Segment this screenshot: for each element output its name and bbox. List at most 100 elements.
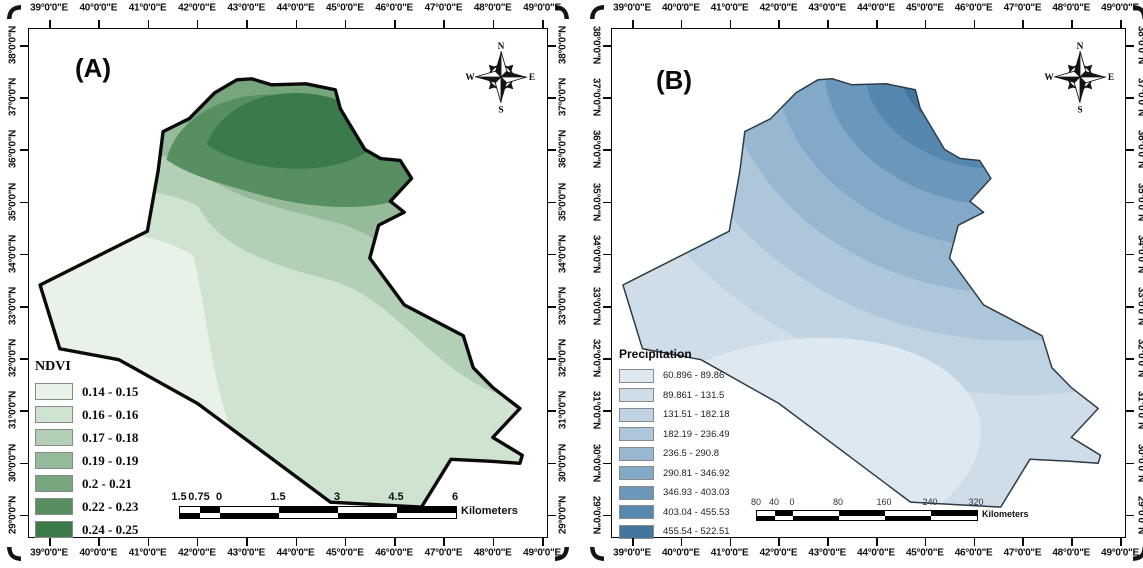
scale-bar-number: 240 bbox=[922, 497, 938, 507]
longitude-tick-bottom bbox=[196, 538, 199, 546]
legend-class-label: 182.19 - 236.49 bbox=[663, 428, 730, 440]
latitude-label-left: 35°0'0"N bbox=[590, 182, 602, 221]
latitude-tick-left bbox=[603, 201, 611, 204]
legend-rows: 0.14 - 0.15 0.16 - 0.16 0.17 - 0.18 0.19 - … bbox=[35, 380, 138, 541]
latitude-label-right: 38°0'0"N bbox=[1135, 25, 1143, 65]
longitude-tick-bottom bbox=[492, 538, 495, 546]
compass-letter-e: E bbox=[529, 73, 535, 83]
map-frame-a: (A) N E S W NDVI 0.14 - 0.15 0.16 - 0.16 0… bbox=[28, 28, 548, 538]
compass-point-n-dark bbox=[495, 51, 501, 77]
longitude-tick-bottom bbox=[443, 538, 445, 546]
scale-bar-graphic bbox=[179, 506, 457, 519]
longitude-label-top: 43°0'0"E bbox=[808, 2, 847, 14]
scale-bar-cell bbox=[180, 507, 200, 518]
latitude-label-left: 37°0'0"N bbox=[7, 78, 19, 117]
longitude-label-top: 40°0'0"E bbox=[661, 2, 700, 14]
longitude-tick-bottom bbox=[778, 538, 780, 546]
corner-flourish bbox=[589, 4, 605, 20]
scale-bar-cell bbox=[775, 511, 793, 520]
legend-class-label: 0.16 - 0.16 bbox=[82, 406, 139, 422]
longitude-label-bottom: 42°0'0"E bbox=[178, 547, 216, 559]
longitude-label-bottom: 46°0'0"E bbox=[375, 547, 413, 559]
legend-row: 403.04 - 455.53 bbox=[619, 503, 730, 523]
longitude-tick-bottom bbox=[827, 538, 829, 546]
compass-letter-w: W bbox=[465, 73, 475, 83]
latitude-tick-right bbox=[1126, 45, 1134, 47]
longitude-tick-top bbox=[295, 20, 298, 28]
corner-flourish bbox=[1132, 4, 1143, 20]
compass-point-e-light bbox=[499, 76, 528, 84]
longitude-label-bottom: 46°0'0"E bbox=[954, 547, 993, 559]
legend-class-label: 403.04 - 455.53 bbox=[663, 506, 730, 518]
longitude-tick-top bbox=[98, 20, 100, 28]
longitude-label-bottom: 47°0'0"E bbox=[1003, 547, 1042, 559]
legend-class-label: 89.861 - 131.5 bbox=[663, 389, 725, 401]
latitude-tick-right bbox=[1126, 97, 1134, 99]
longitude-tick-top bbox=[443, 20, 445, 28]
latitude-tick-left bbox=[603, 97, 611, 99]
latitude-tick-right bbox=[548, 97, 556, 99]
latitude-label-left: 37°0'0"N bbox=[590, 78, 602, 117]
longitude-label-bottom: 49°0'0"E bbox=[523, 547, 561, 559]
legend-row: 60.896 - 89.86 bbox=[619, 366, 730, 386]
panel-b-label: (B) bbox=[656, 65, 693, 95]
panel-a-label: (A) bbox=[75, 53, 112, 83]
legend-class-label: 60.896 - 89.86 bbox=[663, 370, 725, 382]
latitude-tick-left bbox=[603, 514, 611, 517]
latitude-label-left: 30°0'0"N bbox=[590, 443, 602, 482]
latitude-tick-right bbox=[548, 253, 556, 256]
longitude-label-top: 48°0'0"E bbox=[473, 2, 512, 14]
latitude-label-right: 37°0'0"N bbox=[557, 78, 569, 117]
legend-row: 290.81 - 346.92 bbox=[619, 464, 730, 484]
legend-class-label: 455.54 - 522.51 bbox=[663, 526, 730, 538]
latitude-tick-right bbox=[1126, 410, 1134, 412]
latitude-label-right: 30°0'0"N bbox=[1135, 443, 1143, 482]
map-panel-b: (B) N E S W Precipitation 60.896 - 89.86… bbox=[571, 0, 1143, 568]
precipitation-legend: Precipitation 60.896 - 89.86 89.861 - 131… bbox=[619, 347, 730, 542]
latitude-label-right: 36°0'0"N bbox=[1135, 130, 1143, 169]
scale-bar-cell bbox=[220, 507, 279, 518]
longitude-tick-top bbox=[246, 20, 248, 28]
compass-point-w-light bbox=[1053, 70, 1082, 78]
legend-swatch bbox=[35, 429, 73, 446]
compass-letter-e: E bbox=[1108, 73, 1114, 83]
latitude-label-left: 38°0'0"N bbox=[7, 25, 19, 65]
legend-swatch bbox=[35, 452, 73, 469]
longitude-label-top: 47°0'0"E bbox=[424, 2, 463, 14]
compass-point-s-dark bbox=[1080, 77, 1086, 103]
latitude-label-right: 31°0'0"N bbox=[557, 391, 569, 430]
latitude-label-left: 36°0'0"N bbox=[590, 130, 602, 169]
compass-point-w-light bbox=[474, 70, 503, 78]
latitude-label-left: 35°0'0"N bbox=[7, 182, 19, 221]
legend-row: 0.14 - 0.15 bbox=[35, 380, 138, 403]
longitude-tick-bottom bbox=[729, 538, 732, 546]
scale-bar-number: 1.5 bbox=[171, 491, 187, 503]
scale-bar-number: 40 bbox=[768, 497, 780, 507]
scale-bar-cell bbox=[885, 511, 931, 520]
latitude-tick-left bbox=[603, 253, 611, 256]
iraq-ndvi-map bbox=[38, 77, 524, 509]
legend-swatch bbox=[619, 466, 654, 481]
scale-bar-graphic bbox=[756, 510, 978, 521]
latitude-tick-left bbox=[603, 410, 611, 412]
latitude-label-left: 32°0'0"N bbox=[7, 339, 19, 378]
legend-row: 236.5 - 290.8 bbox=[619, 444, 730, 464]
latitude-label-right: 38°0'0"N bbox=[557, 25, 569, 65]
compass-point-n-dark bbox=[1074, 51, 1080, 77]
legend-class-label: 0.19 - 0.19 bbox=[82, 452, 139, 468]
longitude-label-bottom: 48°0'0"E bbox=[1052, 547, 1091, 559]
latitude-label-right: 34°0'0"N bbox=[1135, 234, 1143, 273]
legend-class-label: 0.22 - 0.23 bbox=[82, 498, 139, 514]
latitude-label-left: 29°0'0"N bbox=[7, 495, 19, 534]
longitude-label-top: 39°0'0"E bbox=[613, 2, 651, 14]
longitude-label-bottom: 42°0'0"E bbox=[759, 547, 798, 559]
map-frame-b: (B) N E S W Precipitation 60.896 - 89.86… bbox=[611, 28, 1126, 539]
longitude-tick-top bbox=[492, 20, 495, 28]
longitude-label-bottom: 41°0'0"E bbox=[128, 547, 167, 559]
longitude-tick-bottom bbox=[924, 538, 927, 546]
longitude-label-bottom: 45°0'0"E bbox=[905, 547, 944, 559]
legend-swatch bbox=[619, 407, 654, 422]
corner-flourish bbox=[6, 546, 22, 562]
latitude-label-left: 34°0'0"N bbox=[7, 234, 19, 273]
legend-row: 0.19 - 0.19 bbox=[35, 449, 138, 472]
